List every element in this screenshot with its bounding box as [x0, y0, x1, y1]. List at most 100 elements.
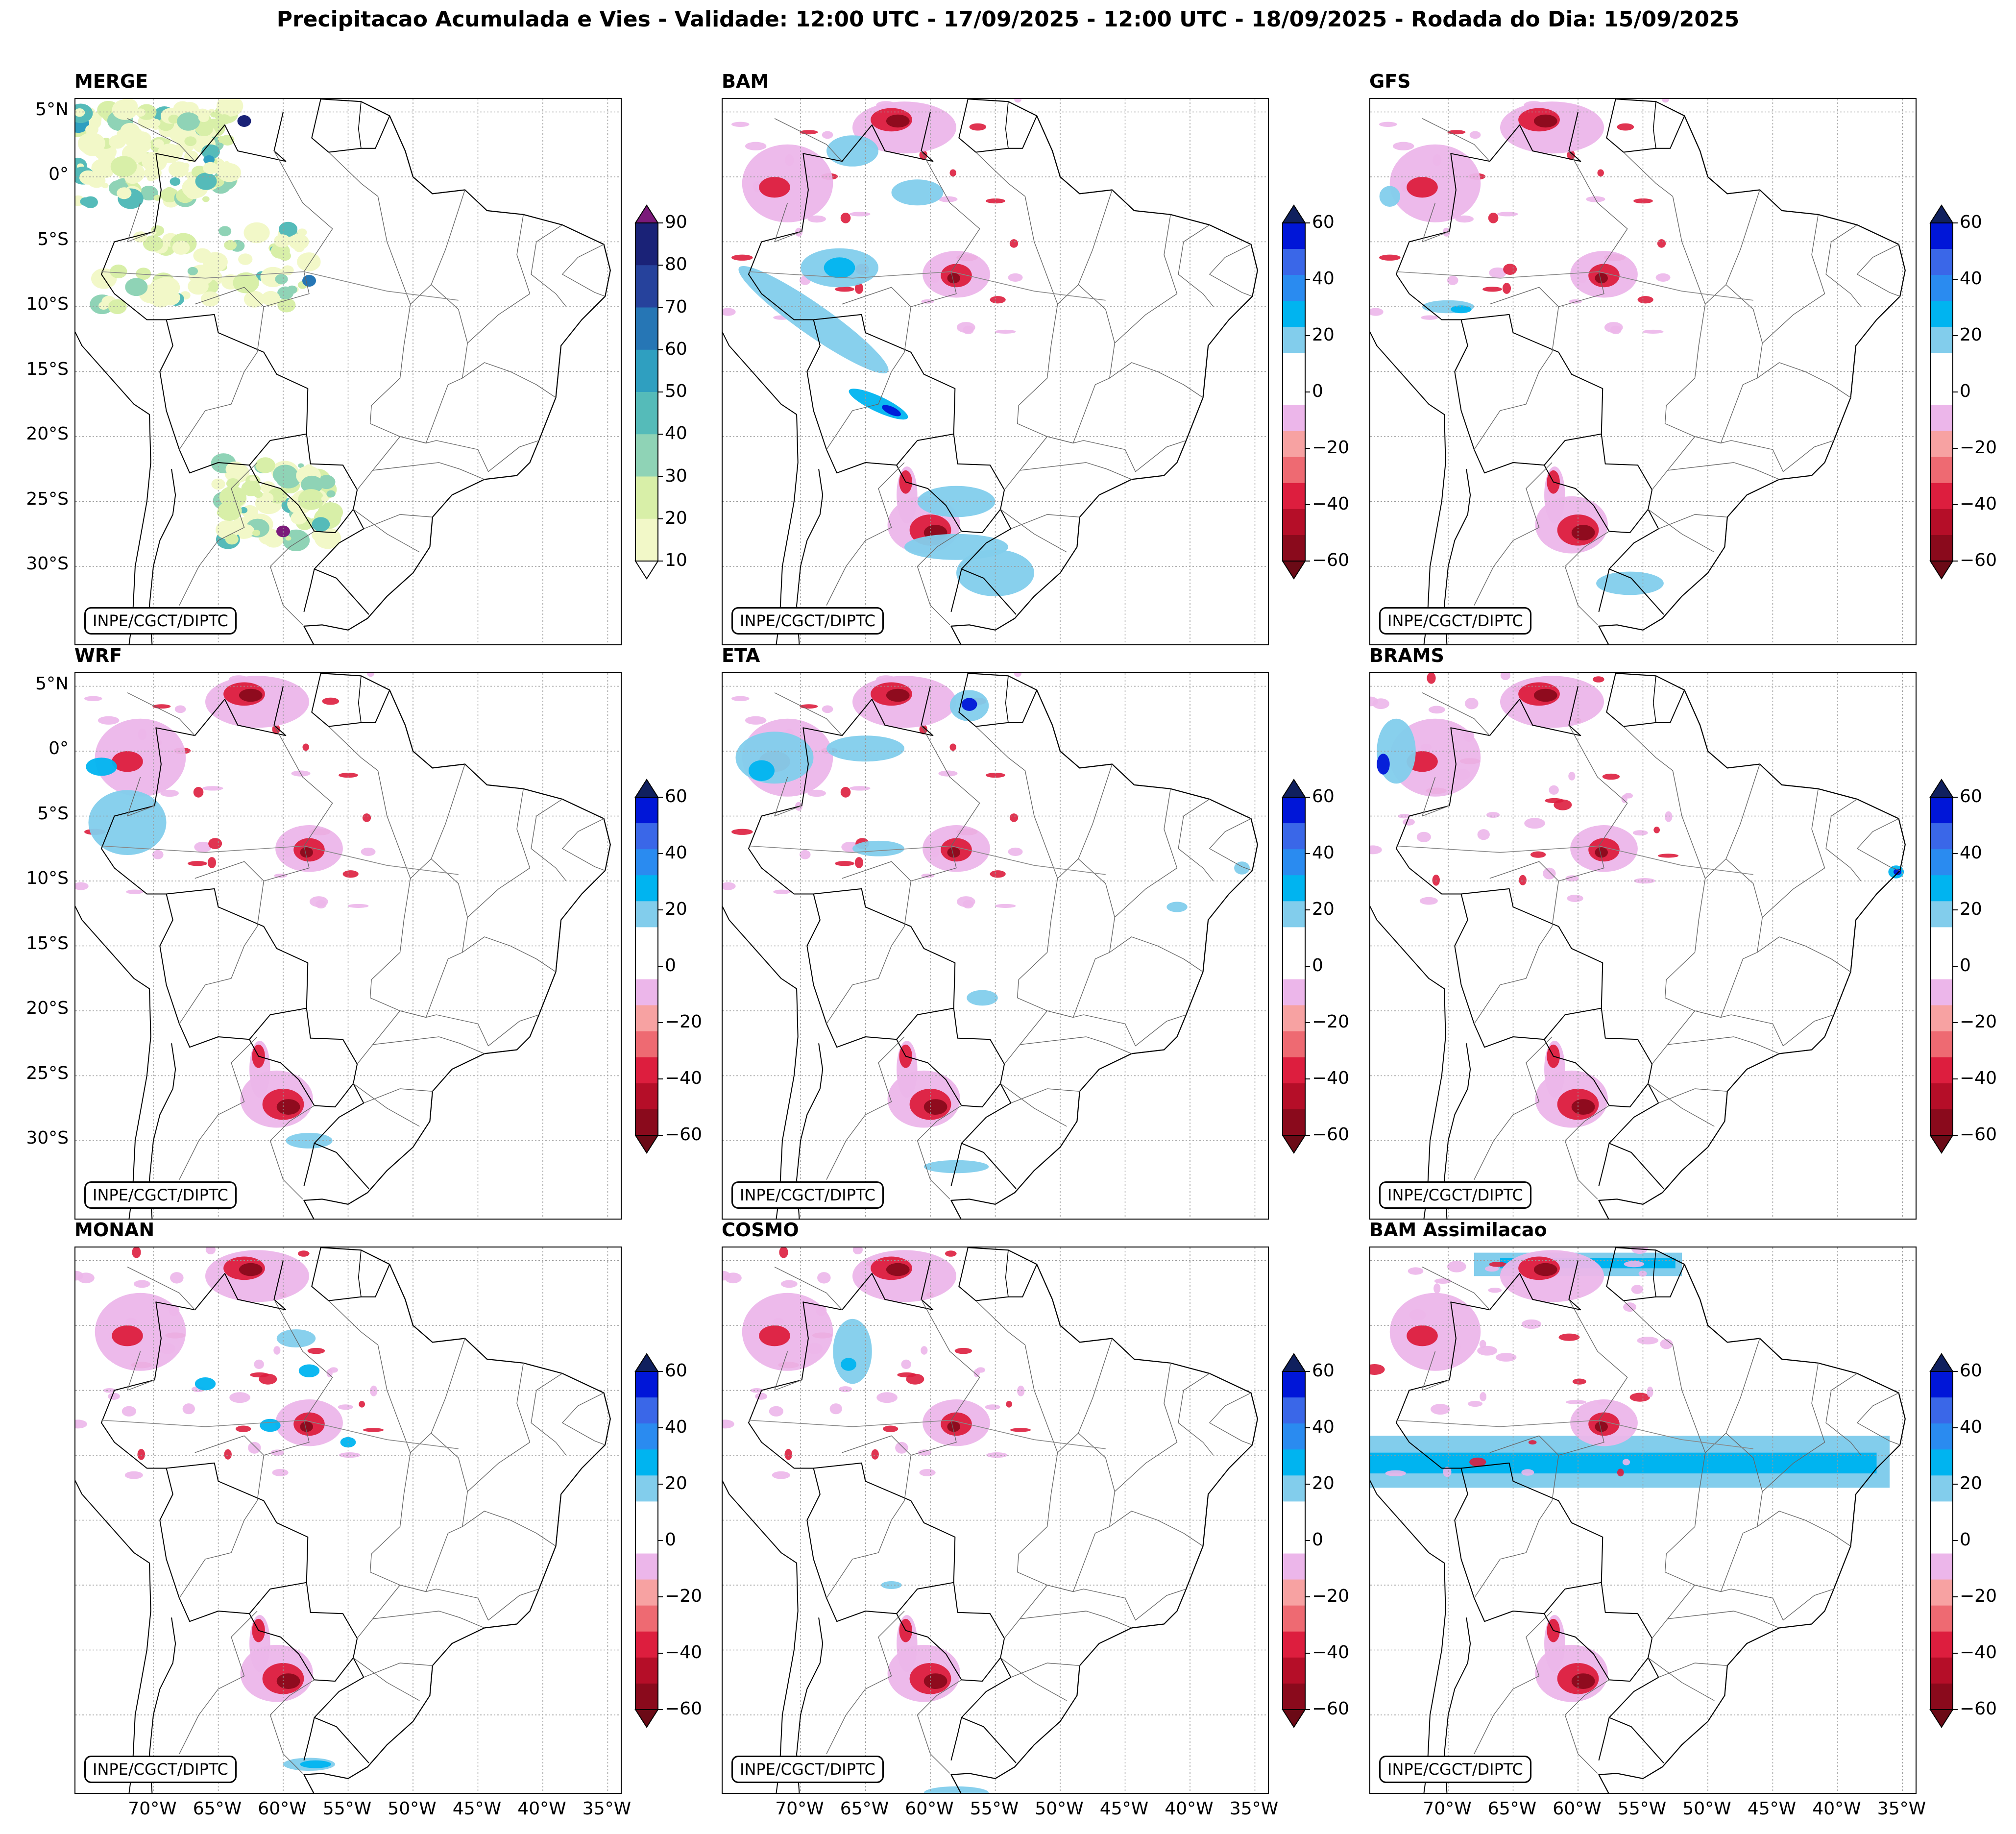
- colorbar-under-arrow: [1929, 1135, 1954, 1154]
- colorbar-segment: [635, 823, 658, 850]
- state-border: [410, 1338, 465, 1453]
- colorbar-tick-label: 10: [665, 550, 687, 570]
- brazil-border: [1396, 1260, 1664, 1763]
- precip-cell: [225, 534, 239, 545]
- state-border: [462, 362, 556, 398]
- colorbar-segment: [1930, 1501, 1953, 1528]
- state-border: [1000, 1657, 1067, 1701]
- colorbar-tick-label: 0: [1960, 955, 1971, 976]
- country-border: [1005, 1250, 1009, 1297]
- bias-speckle: [799, 850, 811, 859]
- latitude-label: 10°S: [26, 294, 69, 314]
- state-border: [1000, 509, 1067, 553]
- negative-bias-feature: [886, 114, 910, 128]
- bias-speckle: [124, 1471, 143, 1479]
- bias-speckle: [339, 773, 358, 778]
- state-border: [1489, 1435, 1559, 1456]
- positive-bias-feature: [749, 760, 775, 781]
- colorbar-svg: [1929, 204, 1958, 580]
- reference-line: [101, 271, 459, 301]
- borders: [723, 1247, 1258, 1793]
- credit-label: INPE/CGCT/DIPTC: [1379, 1181, 1531, 1209]
- colorbar-segment: [635, 1031, 658, 1058]
- colorbar-segment: [1283, 1683, 1305, 1710]
- colorbar-over-arrow: [1282, 1353, 1306, 1372]
- negative-bias-feature: [112, 1325, 143, 1346]
- state-border: [774, 1267, 843, 1310]
- state-border: [1004, 462, 1132, 490]
- country-border: [1005, 101, 1009, 148]
- map-frame: INPE/CGCT/DIPTC: [74, 672, 622, 1220]
- colorbar-segment: [1283, 1501, 1305, 1528]
- colorbar-segment: [1283, 327, 1305, 353]
- bias-speckle: [254, 1359, 264, 1369]
- colorbar-segment: [635, 434, 658, 477]
- precip-cell: [254, 490, 263, 498]
- bias-speckle: [133, 1280, 150, 1288]
- country-border: [1606, 1247, 1685, 1301]
- bias-speckle: [1521, 1319, 1542, 1329]
- bias-speckle: [297, 1250, 310, 1257]
- state-border: [353, 509, 420, 553]
- colorbar-under-arrow: [1282, 1135, 1306, 1154]
- state-border: [1114, 214, 1178, 343]
- colorbar-segment: [1930, 875, 1953, 902]
- bias-speckle: [985, 1404, 1000, 1410]
- bias-speckle: [347, 904, 369, 908]
- state-border: [1073, 1014, 1187, 1047]
- state-border: [269, 1105, 315, 1199]
- state-border: [1658, 1663, 1727, 1678]
- country-border: [896, 1039, 1001, 1108]
- precip-cell: [117, 187, 132, 199]
- longitude-label: 50°W: [1682, 1799, 1731, 1819]
- bias-speckle: [1370, 696, 1379, 707]
- state-border: [369, 304, 426, 443]
- bias-speckle: [207, 857, 217, 868]
- country-border: [1544, 1613, 1649, 1682]
- bias-speckle: [1447, 275, 1458, 285]
- bias-speckle: [1014, 99, 1022, 103]
- andes-coast: [75, 331, 151, 644]
- bias-speckle: [882, 1425, 899, 1432]
- longitude-label: 45°W: [1747, 1799, 1797, 1819]
- bias-speckle: [849, 212, 871, 217]
- state-border: [1648, 509, 1715, 553]
- state-border: [372, 858, 468, 1045]
- state-border: [127, 777, 155, 817]
- bias-speckle: [1009, 813, 1019, 822]
- state-border: [462, 1511, 556, 1547]
- bias-speckle: [152, 850, 164, 859]
- state-border: [1825, 1373, 1862, 1456]
- precip-cell: [135, 108, 146, 117]
- state-border: [1564, 1679, 1609, 1774]
- colorbar-segment: [635, 927, 658, 954]
- bias-speckle: [1660, 1339, 1673, 1349]
- bias-speckle: [1637, 1336, 1659, 1345]
- bias-speckle: [731, 829, 753, 835]
- bias-speckle: [326, 1369, 333, 1377]
- borders: [723, 673, 1258, 1219]
- latitude-label: 25°S: [26, 1063, 69, 1083]
- bias-speckle: [1502, 283, 1511, 294]
- bias-speckle: [97, 716, 120, 725]
- state-border: [127, 118, 195, 162]
- bias-speckle: [235, 1425, 251, 1432]
- bias-speckle: [1621, 795, 1627, 803]
- colorbar-tick-label: 40: [1312, 1417, 1335, 1437]
- state-border: [1474, 1611, 1553, 1754]
- colorbar-svg: [1929, 1353, 1958, 1728]
- bias-speckle: [259, 1373, 277, 1385]
- state-border: [1474, 462, 1553, 606]
- colorbar-segment: [1930, 301, 1953, 327]
- country-border: [796, 1617, 824, 1793]
- colorbar: 60 40 20 0 −20 −40 −60: [1282, 1352, 1409, 1735]
- colorbar-tick-label: 0: [1312, 955, 1323, 976]
- state-border: [1114, 788, 1178, 918]
- precip-cell: [136, 147, 145, 154]
- longitude-label: 60°W: [258, 1799, 307, 1819]
- colorbar-segment: [1930, 953, 1953, 980]
- state-border: [1057, 1338, 1113, 1453]
- colorbar-segment: [1283, 483, 1305, 510]
- bias-speckle: [1006, 1401, 1013, 1408]
- precip-cell: [218, 501, 242, 521]
